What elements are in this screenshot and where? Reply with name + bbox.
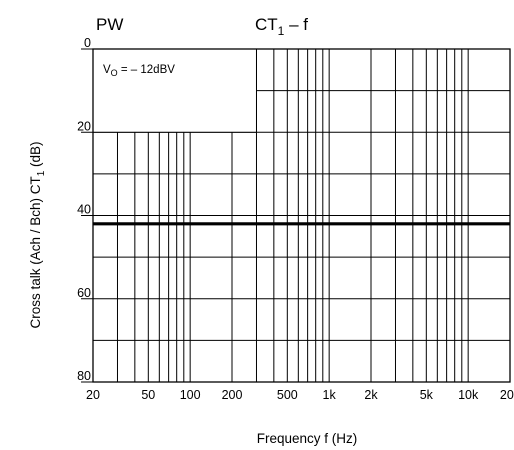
y-tick-label: 0	[84, 36, 91, 50]
x-axis-label: Frequency f (Hz)	[257, 431, 358, 446]
y-tick-label: 60	[77, 286, 91, 300]
chart-title: CT1 – f	[255, 15, 308, 38]
annotation-text: VO = – 12dBV	[103, 64, 175, 78]
x-tick-label: 20k	[500, 388, 514, 402]
x-tick-label: 500	[277, 388, 298, 402]
x-tick-label: 200	[222, 388, 243, 402]
x-tick-label: 100	[180, 388, 201, 402]
x-tick-label: 50	[141, 388, 155, 402]
y-tick-label: 40	[77, 203, 91, 217]
chart-title-tail: – f	[284, 15, 308, 34]
x-tick-label: 1k	[323, 388, 337, 402]
y-tick-label: 80	[77, 369, 91, 383]
part-label: PW	[96, 15, 123, 34]
y-tick-labels: 0 20 40 60 80	[77, 36, 93, 383]
y-axis-label-unit: (dB)	[28, 141, 43, 170]
annotation-value: = – 12dBV	[118, 64, 176, 76]
grid	[93, 49, 510, 382]
x-tick-label: 20	[86, 388, 100, 402]
x-tick-label: 5k	[420, 388, 434, 402]
chart-title-main: CT	[255, 15, 278, 34]
x-tick-label: 2k	[364, 388, 378, 402]
chart-title-subscript: 1	[278, 24, 285, 38]
y-axis-label-main: Cross talk (Ach / Bch) CT	[28, 176, 43, 328]
annotation-v: V	[103, 64, 111, 76]
annotation-box	[93, 49, 257, 133]
x-tick-label: 10k	[458, 388, 479, 402]
y-tick-label: 20	[77, 119, 91, 133]
annotation-v-subscript: O	[111, 68, 118, 78]
y-axis-label: Cross talk (Ach / Bch) CT1 (dB)	[28, 141, 47, 328]
x-tick-labels: 20 50 100 200 500 1k 2k 5k 10k 20k	[86, 388, 514, 402]
y-axis-label-subscript: 1	[36, 170, 47, 176]
